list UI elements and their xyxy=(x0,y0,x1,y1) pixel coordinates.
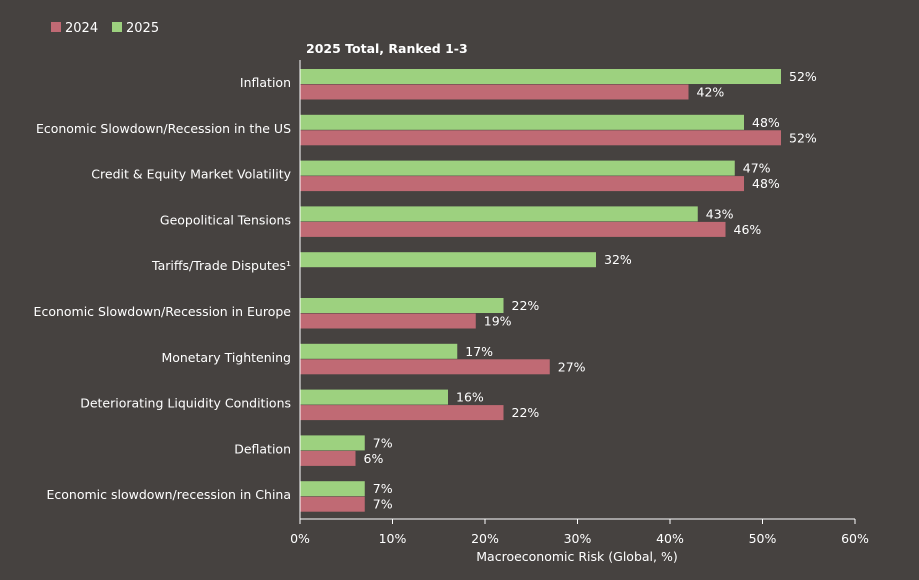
data-label-2025: 17% xyxy=(465,344,493,359)
x-tick-label: 20% xyxy=(471,531,499,546)
legend-label-2025: 2025 xyxy=(126,21,159,36)
data-label-2024: 6% xyxy=(364,451,384,466)
category-label: Economic Slowdown/Recession in Europe xyxy=(34,304,292,319)
bar-2025 xyxy=(300,389,448,405)
bar-2024 xyxy=(300,496,365,512)
category-labels: Inflation Economic Slowdown/Recession in … xyxy=(34,75,292,502)
category-label: Economic Slowdown/Recession in the US xyxy=(36,121,291,136)
x-tick-label: 60% xyxy=(841,531,869,546)
x-axis-ticks: 0% 10% 20% 30% 40% 50% 60% xyxy=(290,519,869,546)
bar-2024 xyxy=(300,359,550,375)
bar-2025 xyxy=(300,298,504,313)
data-label-2024: 7% xyxy=(373,497,393,512)
data-label-2025: 48% xyxy=(752,115,780,130)
bar-2025 xyxy=(300,114,744,130)
data-label-2024: 48% xyxy=(752,176,780,191)
data-label-2024: 19% xyxy=(484,314,512,329)
bar-2024 xyxy=(300,405,504,421)
data-label-2025: 52% xyxy=(789,69,817,84)
x-tick-label: 10% xyxy=(379,531,407,546)
category-label: Inflation xyxy=(240,75,291,90)
data-label-2025: 47% xyxy=(743,161,771,176)
bar-2025 xyxy=(300,69,781,84)
data-label-2025: 22% xyxy=(512,298,540,313)
category-label: Monetary Tightening xyxy=(161,350,291,365)
bar-2024 xyxy=(300,450,356,466)
legend: 2024 2025 xyxy=(51,21,159,36)
category-label: Deflation xyxy=(234,441,291,456)
bar-2024 xyxy=(300,221,726,237)
data-label-2025: 32% xyxy=(604,252,632,267)
x-tick-label: 40% xyxy=(656,531,684,546)
x-axis-label: Macroeconomic Risk (Global, %) xyxy=(476,549,677,564)
bar-2025 xyxy=(300,343,458,359)
bar-2025 xyxy=(300,435,365,451)
category-label: Deteriorating Liquidity Conditions xyxy=(80,396,291,411)
legend-item-2025: 2025 xyxy=(112,21,159,36)
bars xyxy=(300,69,781,512)
x-tick-label: 0% xyxy=(290,531,310,546)
data-label-2025: 43% xyxy=(706,206,734,221)
x-tick-label: 30% xyxy=(564,531,592,546)
bar-2024 xyxy=(300,130,781,146)
bar-2025 xyxy=(300,252,596,268)
data-label-2024: 46% xyxy=(734,222,762,237)
category-label: Economic slowdown/recession in China xyxy=(46,487,291,502)
value-labels: 52%42%48%52%47%48%43%46%32%22%19%17%27%1… xyxy=(364,69,817,512)
data-label-2025: 16% xyxy=(456,390,484,405)
data-label-2024: 22% xyxy=(512,405,540,420)
bar-2025 xyxy=(300,206,698,222)
data-label-2025: 7% xyxy=(373,435,393,450)
bar-2025 xyxy=(300,160,735,176)
legend-item-2024: 2024 xyxy=(51,21,98,36)
data-label-2024: 52% xyxy=(789,130,817,145)
data-label-2024: 27% xyxy=(558,359,586,374)
category-label: Tariffs/Trade Disputes¹ xyxy=(151,258,291,273)
category-label: Geopolitical Tensions xyxy=(160,212,291,227)
category-label: Credit & Equity Market Volatility xyxy=(91,167,291,182)
bar-2024 xyxy=(300,313,476,329)
data-label-2025: 7% xyxy=(373,481,393,496)
x-tick-label: 50% xyxy=(749,531,777,546)
legend-swatch-2024 xyxy=(51,22,61,32)
bar-2025 xyxy=(300,481,365,497)
legend-label-2024: 2024 xyxy=(65,21,98,36)
data-label-2024: 42% xyxy=(697,85,725,100)
legend-swatch-2025 xyxy=(112,22,122,32)
chart-title: 2025 Total, Ranked 1-3 xyxy=(306,41,468,56)
bar-2024 xyxy=(300,84,689,100)
bar-2024 xyxy=(300,176,744,192)
